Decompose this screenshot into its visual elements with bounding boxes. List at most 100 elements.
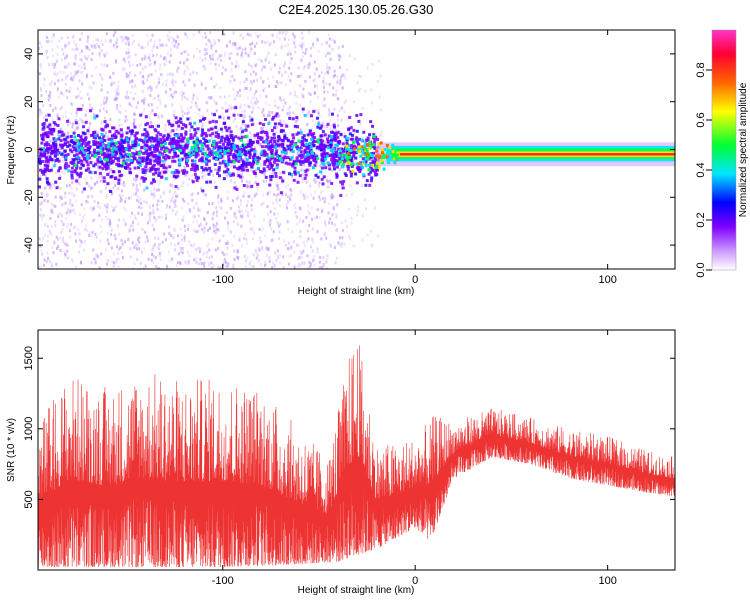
heat-cell xyxy=(122,68,125,72)
heat-cell xyxy=(90,86,93,90)
heat-cell xyxy=(203,218,206,222)
heat-cell xyxy=(181,197,184,201)
heat-cell xyxy=(337,141,341,145)
heat-cell xyxy=(73,128,76,132)
heat-cell xyxy=(307,237,310,241)
heat-cell xyxy=(41,148,45,152)
heat-cell xyxy=(296,118,299,122)
heat-cell xyxy=(86,163,90,167)
heat-cell xyxy=(141,133,145,137)
heat-cell xyxy=(61,227,64,231)
heat-cell xyxy=(273,126,277,130)
heat-cell xyxy=(198,30,201,34)
heat-cell xyxy=(295,116,299,120)
heat-cell xyxy=(322,197,325,201)
heat-cell xyxy=(125,158,129,162)
heat-cell xyxy=(365,145,368,149)
heat-cell xyxy=(224,51,227,55)
heat-cell xyxy=(227,130,230,134)
heat-cell xyxy=(280,181,283,185)
heat-cell xyxy=(140,201,143,205)
heat-cell xyxy=(93,182,96,186)
heat-cell xyxy=(379,141,383,145)
heat-cell xyxy=(243,255,246,259)
heat-cell xyxy=(282,105,285,109)
heat-cell xyxy=(168,122,172,126)
heat-cell xyxy=(338,236,341,240)
heat-cell xyxy=(339,180,343,184)
heat-cell xyxy=(163,232,166,236)
heat-cell xyxy=(182,123,186,127)
heat-cell xyxy=(264,145,268,149)
heat-cell xyxy=(84,177,87,181)
heat-cell xyxy=(153,215,156,219)
heat-cell xyxy=(219,139,223,143)
heat-cell xyxy=(333,223,336,227)
heat-cell xyxy=(312,42,315,46)
heat-cell xyxy=(303,150,307,154)
heat-cell xyxy=(251,81,254,85)
heat-cell xyxy=(225,241,228,245)
heat-cell xyxy=(190,148,194,152)
heat-cell xyxy=(281,152,284,156)
heat-cell xyxy=(38,150,41,154)
heat-cell xyxy=(78,238,81,242)
heat-cell xyxy=(272,132,276,136)
heat-cell xyxy=(99,206,102,210)
heat-cell xyxy=(271,261,274,265)
heat-cell xyxy=(99,146,103,150)
heat-cell xyxy=(265,138,269,142)
heat-cell xyxy=(316,116,320,120)
heat-cell xyxy=(275,258,278,262)
heat-cell xyxy=(93,161,96,165)
heat-cell xyxy=(194,259,197,263)
heat-cell xyxy=(250,66,253,70)
heat-cell xyxy=(83,66,86,70)
heat-cell xyxy=(163,63,166,67)
heat-cell xyxy=(82,160,85,164)
heat-cell xyxy=(198,108,201,112)
heat-cell xyxy=(259,94,262,98)
heat-cell xyxy=(296,171,300,175)
heat-cell xyxy=(128,170,132,174)
heat-cell xyxy=(206,144,210,148)
heat-cell xyxy=(49,168,53,172)
heat-cell xyxy=(284,243,287,247)
heat-cell xyxy=(141,212,144,216)
heat-cell xyxy=(262,65,265,69)
heat-cell xyxy=(312,45,315,49)
heat-cell xyxy=(98,46,101,50)
snr-line xyxy=(38,345,675,568)
heat-cell xyxy=(293,250,296,254)
heat-cell xyxy=(329,145,333,149)
heat-cell xyxy=(119,245,122,249)
heat-cell xyxy=(312,259,315,263)
heat-cell xyxy=(151,136,155,140)
heat-cell xyxy=(332,195,335,199)
heat-cell xyxy=(171,103,174,107)
heat-cell xyxy=(360,138,364,142)
heat-cell xyxy=(99,150,103,154)
heat-cell xyxy=(278,230,281,234)
heat-cell xyxy=(233,213,236,217)
heat-cell xyxy=(143,145,146,149)
heat-cell xyxy=(295,156,299,160)
heat-cell xyxy=(46,131,50,135)
heat-cell xyxy=(330,112,334,116)
heat-cell xyxy=(75,151,78,155)
heat-cell xyxy=(101,176,104,180)
snr-series xyxy=(38,345,675,568)
heat-cell xyxy=(53,138,57,142)
heat-cell xyxy=(338,160,342,164)
heat-cell xyxy=(254,249,257,253)
heat-cell xyxy=(48,260,51,264)
heat-cell xyxy=(275,130,278,134)
heat-cell xyxy=(52,159,55,163)
heat-cell xyxy=(253,135,256,139)
heat-cell xyxy=(75,179,79,183)
heat-cell xyxy=(275,163,279,167)
heat-cell xyxy=(356,155,359,159)
heat-cell xyxy=(68,89,71,93)
heat-cell xyxy=(215,49,218,53)
heat-cell xyxy=(147,221,150,225)
